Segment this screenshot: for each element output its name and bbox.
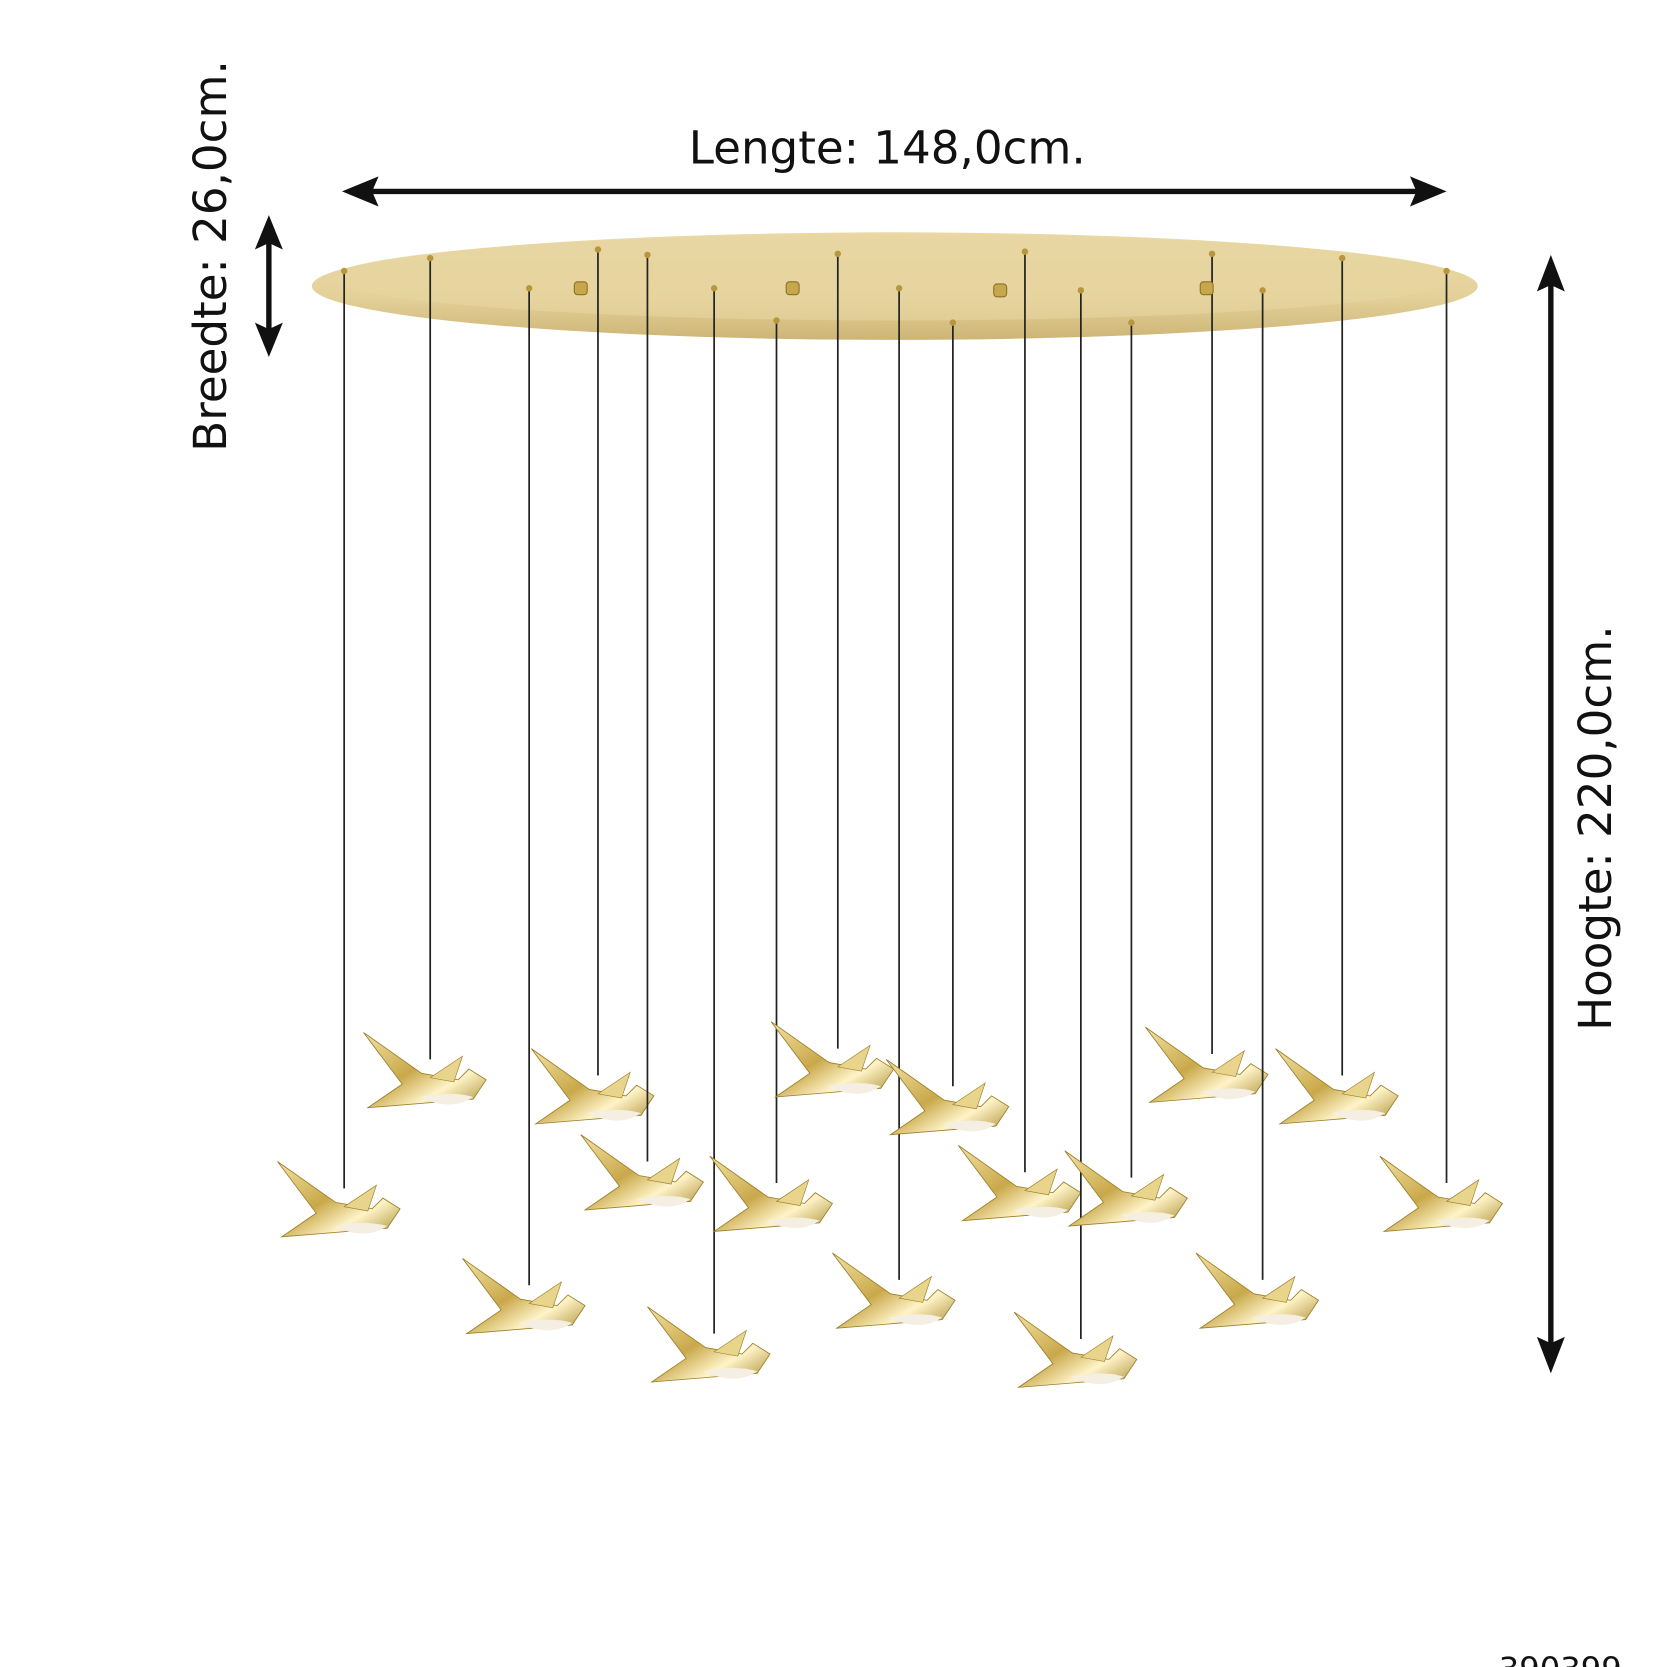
bird-pendant bbox=[647, 1306, 771, 1383]
bird-shape bbox=[1080, 1334, 1114, 1362]
bird-shape bbox=[1130, 1173, 1165, 1201]
bird-shape bbox=[775, 1179, 810, 1206]
bird-shape bbox=[333, 1222, 388, 1234]
bird-pendant bbox=[530, 1048, 655, 1125]
wire-anchor bbox=[340, 267, 348, 275]
bird-shape bbox=[1070, 1373, 1124, 1385]
bird-shape bbox=[1261, 1275, 1296, 1303]
length-arrow bbox=[342, 176, 1447, 207]
bird-shape bbox=[898, 1275, 932, 1303]
bird-pendant bbox=[1195, 1252, 1320, 1329]
bird-shape bbox=[1064, 1150, 1188, 1227]
bird-shape bbox=[587, 1109, 641, 1121]
bird-shape bbox=[530, 1048, 655, 1125]
bird-shape bbox=[1275, 1048, 1399, 1125]
length-label: Lengte: 148,0cm. bbox=[689, 121, 1086, 174]
width-label: Breedte: 26,0cm. bbox=[184, 60, 237, 452]
bird-shape bbox=[528, 1281, 563, 1309]
wire-anchor bbox=[1259, 287, 1266, 294]
wire-anchor bbox=[1077, 287, 1085, 294]
bird-shape bbox=[343, 1184, 378, 1212]
bird-shape bbox=[1445, 1179, 1480, 1206]
wire-anchor bbox=[525, 285, 533, 292]
bird-shape bbox=[646, 1157, 681, 1185]
bird-pendant bbox=[580, 1134, 704, 1211]
bird-shape bbox=[942, 1120, 996, 1132]
wire-anchor bbox=[1208, 250, 1216, 258]
bird-shape bbox=[1435, 1217, 1490, 1229]
bird-shape bbox=[836, 1044, 871, 1072]
width-arrow bbox=[254, 215, 283, 358]
bird-shape bbox=[1195, 1252, 1320, 1329]
bird-shape bbox=[827, 1083, 881, 1094]
bird-shape bbox=[765, 1217, 820, 1229]
bird-pendant bbox=[462, 1257, 586, 1335]
bird-shape bbox=[1201, 1088, 1256, 1100]
bird-pendant bbox=[1064, 1150, 1188, 1227]
bird-shape bbox=[580, 1134, 704, 1211]
bird-shape bbox=[885, 1058, 1010, 1136]
bird-shape bbox=[703, 1368, 758, 1379]
bird-shape bbox=[1331, 1109, 1386, 1121]
wire-anchor bbox=[594, 246, 602, 253]
bird-shape bbox=[1379, 1155, 1504, 1232]
wire-anchor bbox=[773, 317, 780, 324]
bird-pendant bbox=[277, 1161, 401, 1238]
bird-pendant bbox=[1275, 1048, 1399, 1125]
wire-anchor bbox=[1021, 248, 1029, 255]
bird-shape bbox=[1024, 1168, 1058, 1196]
bird-shape bbox=[363, 1032, 487, 1109]
bird-shape bbox=[1145, 1026, 1269, 1103]
height-label: Hoogte: 220,0cm. bbox=[1569, 625, 1622, 1030]
wire-anchor bbox=[1128, 319, 1135, 326]
canopy-mount bbox=[993, 283, 1008, 298]
bird-pendant bbox=[1145, 1026, 1269, 1103]
wire-anchor bbox=[1443, 267, 1450, 275]
wire-anchor bbox=[834, 250, 842, 258]
bird-pendant bbox=[832, 1252, 956, 1329]
wire-anchor bbox=[895, 285, 903, 292]
bird-pendant bbox=[1379, 1155, 1504, 1232]
wire-anchor bbox=[710, 285, 718, 292]
bird-pendant bbox=[1013, 1311, 1138, 1388]
bird-shape bbox=[1341, 1071, 1376, 1099]
bird-shape bbox=[419, 1093, 474, 1105]
bird-shape bbox=[957, 1145, 1082, 1222]
bird-shape bbox=[952, 1082, 986, 1110]
height-arrow bbox=[1536, 254, 1565, 1374]
canopy bbox=[311, 232, 1478, 340]
canopy-mount bbox=[785, 281, 800, 296]
bird-shape bbox=[636, 1195, 691, 1207]
canopy-mount bbox=[1199, 281, 1214, 296]
product-number: 390399 bbox=[1499, 1650, 1622, 1667]
pendants bbox=[277, 246, 1504, 1388]
wire-anchor bbox=[644, 251, 651, 259]
bird-shape bbox=[713, 1329, 747, 1357]
bird-shape bbox=[518, 1319, 573, 1331]
bird-shape bbox=[277, 1161, 401, 1238]
wire-anchor bbox=[1338, 254, 1346, 262]
bird-shape bbox=[597, 1071, 631, 1099]
bird-shape bbox=[1013, 1311, 1138, 1388]
bird-shape bbox=[1251, 1314, 1306, 1325]
bird-shape bbox=[1211, 1049, 1245, 1077]
wire-anchor bbox=[949, 319, 957, 326]
bird-shape bbox=[462, 1257, 586, 1335]
bird-shape bbox=[1120, 1212, 1175, 1223]
canopy-mount bbox=[573, 281, 588, 296]
bird-shape bbox=[429, 1055, 464, 1083]
bird-pendant bbox=[885, 1058, 1010, 1136]
bird-pendant bbox=[957, 1145, 1082, 1222]
bird-pendant bbox=[709, 1155, 834, 1232]
bird-pendant bbox=[363, 1032, 487, 1109]
bird-shape bbox=[832, 1252, 956, 1329]
bird-shape bbox=[888, 1314, 943, 1325]
bird-shape bbox=[1014, 1206, 1068, 1218]
bird-pendant bbox=[770, 1021, 895, 1098]
wire-anchor bbox=[426, 254, 434, 262]
bird-shape bbox=[647, 1306, 771, 1383]
bird-shape bbox=[709, 1155, 834, 1232]
bird-shape bbox=[770, 1021, 895, 1098]
